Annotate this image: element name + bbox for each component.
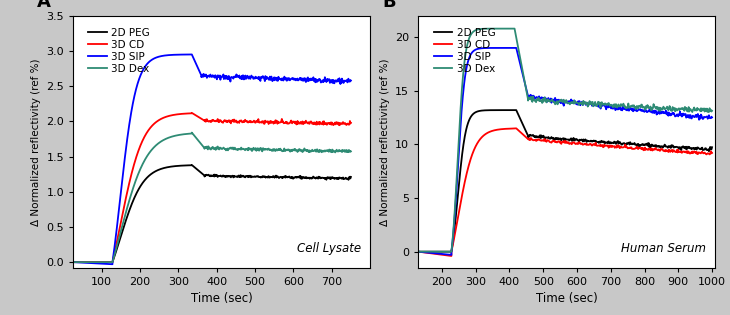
- 3D SIP: [323, 77, 331, 81]
- 3D SIP: [627, 108, 636, 112]
- 3D SIP: [679, 112, 688, 115]
- 3D SIP: [347, 79, 356, 83]
- Text: A: A: [37, 0, 51, 11]
- 3D CD: [683, 151, 692, 155]
- 3D CD: [69, 260, 77, 264]
- 2D PEG: [538, 135, 547, 138]
- 3D SIP: [152, 56, 161, 60]
- 3D CD: [627, 146, 636, 149]
- 3D CD: [188, 111, 196, 115]
- 3D SIP: [539, 97, 548, 101]
- 3D CD: [152, 120, 161, 124]
- Line: 3D SIP: 3D SIP: [418, 48, 712, 255]
- Line: 3D Dex: 3D Dex: [418, 29, 712, 252]
- 3D SIP: [461, 70, 470, 74]
- Text: Cell Lysate: Cell Lysate: [297, 242, 361, 255]
- 3D CD: [347, 121, 356, 125]
- 2D PEG: [282, 175, 291, 179]
- 3D Dex: [323, 149, 331, 153]
- Legend: 2D PEG, 3D CD, 3D SIP, 3D Dex: 2D PEG, 3D CD, 3D SIP, 3D Dex: [84, 24, 154, 78]
- 3D CD: [282, 121, 291, 125]
- X-axis label: Time (sec): Time (sec): [191, 292, 253, 305]
- 3D SIP: [483, 46, 491, 50]
- 2D PEG: [707, 145, 716, 149]
- 3D SIP: [512, 46, 520, 50]
- 3D SIP: [683, 113, 692, 117]
- 3D CD: [323, 121, 331, 125]
- 3D SIP: [414, 250, 423, 254]
- 3D SIP: [126, 118, 134, 122]
- 3D SIP: [707, 116, 716, 119]
- 3D CD: [414, 250, 423, 254]
- 3D Dex: [126, 198, 134, 201]
- 3D SIP: [281, 77, 290, 81]
- 3D Dex: [69, 260, 77, 264]
- Line: 2D PEG: 2D PEG: [418, 110, 712, 252]
- 3D Dex: [152, 144, 161, 147]
- 2D PEG: [188, 163, 196, 167]
- Legend: 2D PEG, 3D CD, 3D SIP, 3D Dex: 2D PEG, 3D CD, 3D SIP, 3D Dex: [429, 24, 499, 78]
- Line: 3D CD: 3D CD: [418, 128, 712, 256]
- 3D CD: [512, 126, 520, 130]
- 2D PEG: [152, 169, 161, 173]
- Text: B: B: [383, 0, 396, 11]
- 2D PEG: [323, 175, 331, 179]
- 2D PEG: [414, 250, 423, 254]
- 2D PEG: [126, 208, 134, 212]
- 3D SIP: [69, 260, 77, 264]
- 3D Dex: [626, 105, 635, 108]
- 3D CD: [447, 254, 456, 258]
- 3D SIP: [209, 75, 218, 79]
- 2D PEG: [326, 177, 335, 181]
- 3D CD: [707, 151, 716, 155]
- 3D CD: [326, 121, 335, 124]
- 2D PEG: [512, 108, 520, 112]
- 3D Dex: [414, 250, 423, 254]
- Text: Human Serum: Human Serum: [621, 242, 707, 255]
- Line: 3D SIP: 3D SIP: [73, 54, 351, 264]
- 3D Dex: [347, 150, 356, 153]
- 2D PEG: [683, 147, 691, 151]
- 3D CD: [679, 150, 688, 153]
- 2D PEG: [69, 260, 77, 264]
- Y-axis label: Δ Normalized reflectivity (ref %): Δ Normalized reflectivity (ref %): [31, 58, 41, 226]
- 2D PEG: [483, 108, 491, 112]
- 2D PEG: [678, 145, 687, 149]
- X-axis label: Time (sec): Time (sec): [536, 292, 598, 305]
- 3D CD: [212, 119, 220, 123]
- 3D CD: [539, 138, 548, 142]
- 3D Dex: [683, 109, 691, 113]
- 3D Dex: [707, 109, 716, 113]
- Line: 3D Dex: 3D Dex: [73, 133, 351, 262]
- 2D PEG: [347, 175, 356, 179]
- 3D SIP: [108, 262, 117, 266]
- 3D Dex: [282, 148, 291, 152]
- 3D SIP: [326, 78, 335, 82]
- 3D Dex: [678, 107, 687, 111]
- Line: 2D PEG: 2D PEG: [73, 165, 351, 262]
- Y-axis label: Δ Normalized reflectivity (ref %): Δ Normalized reflectivity (ref %): [380, 58, 390, 226]
- 3D Dex: [212, 148, 220, 152]
- 3D Dex: [188, 131, 196, 135]
- 2D PEG: [626, 141, 635, 145]
- 3D CD: [483, 131, 491, 135]
- 3D Dex: [461, 55, 469, 59]
- 3D CD: [461, 176, 470, 180]
- 3D SIP: [188, 53, 196, 56]
- 3D SIP: [447, 253, 456, 257]
- Line: 3D CD: 3D CD: [73, 113, 351, 262]
- 2D PEG: [212, 173, 220, 177]
- 2D PEG: [461, 131, 470, 135]
- 3D Dex: [538, 101, 547, 105]
- 3D Dex: [326, 150, 335, 154]
- 3D Dex: [510, 27, 519, 31]
- 3D Dex: [482, 27, 491, 31]
- 3D CD: [126, 180, 134, 183]
